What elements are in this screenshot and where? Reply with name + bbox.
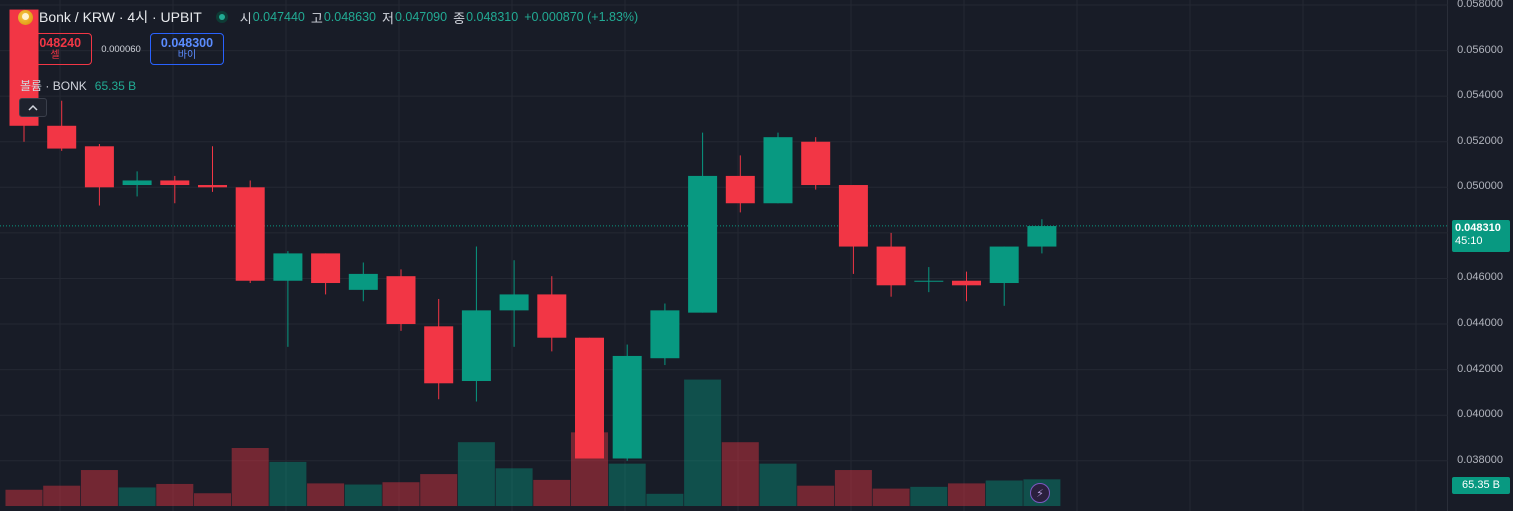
candle-body [725,175,755,204]
low-label: 저 [381,10,394,26]
chevron-up-icon [28,104,38,111]
candle-body [838,185,868,247]
sell-price: 0.048240 [28,36,82,50]
candle-body [989,246,1019,284]
candle-body [84,146,114,188]
price-tick-label: 0.052000 [1457,134,1503,147]
volume-bar [420,474,458,506]
symbol-title[interactable]: Bonk / KRW · 4시 · UPBIT [39,9,202,25]
price-tick-label: 0.056000 [1457,43,1503,56]
spread-value: 0.000060 [101,43,141,55]
candle-body [311,253,341,284]
candle-body [122,180,152,186]
collapse-legend-button[interactable] [19,98,47,117]
open-value: 0.047440 [252,10,305,24]
candle-body [876,246,906,286]
volume-bar [834,470,872,506]
volume-bar [985,480,1023,506]
volume-bar [646,493,684,506]
candle-body [499,294,529,311]
candle-body [348,273,378,290]
chart-area[interactable] [0,0,1448,511]
volume-bar [156,483,194,506]
price-tick-label: 0.050000 [1457,180,1503,193]
volume-axis-label: 65.35 B [1452,477,1510,494]
volume-bar [533,479,571,506]
candle-body [160,180,190,186]
price-tick-label: 0.038000 [1457,453,1503,466]
volume-bar [872,488,910,506]
buy-label: 바이 [177,50,197,61]
price-tick-label: 0.040000 [1457,408,1503,421]
volume-bar [684,379,722,506]
volume-bar [194,493,231,506]
volume-bar [118,487,156,506]
candle-body [763,137,793,204]
bonk-coin-icon [18,9,33,25]
price-tick-label: 0.044000 [1457,317,1503,330]
volume-indicator-value: 65.35 B [94,78,137,93]
volume-bar [382,482,420,506]
volume-bar [231,448,269,506]
volume-bar [948,483,985,506]
price-axis[interactable]: 0.058000 0.056000 0.054000 0.052000 0.050000… [1448,0,1513,511]
candle-body [47,125,77,149]
trade-panel: 0.048240 셀 0.000060 0.048300 바이 [18,33,224,65]
price-tick-label: 0.046000 [1457,271,1503,284]
current-price-label: 0.048310 45:10 [1452,220,1510,252]
buy-price: 0.048300 [160,36,214,50]
price-tick-label: 0.042000 [1457,362,1503,375]
volume-bar [721,442,759,506]
volume-bar [269,461,307,506]
volume-bar [759,463,797,506]
high-value: 0.048630 [323,10,376,24]
candle-body [952,280,981,286]
volume-bar [608,463,646,506]
volume-legend[interactable]: 볼륨 · BONK 65.35 B [20,77,136,94]
candle-body [198,185,227,188]
volume-bar [43,485,81,506]
symbol-legend: Bonk / KRW · 4시 · UPBIT 시 0.047440 고 0.048… [18,6,644,28]
high-label: 고 [310,10,323,26]
lightning-bolt-icon[interactable]: ⚡ [1030,483,1050,503]
change-value: +0.000870 (+1.83%) [524,10,639,24]
candle-body [235,187,265,281]
volume-bar [5,489,43,506]
candle-body [801,141,831,186]
buy-button[interactable]: 0.048300 바이 [150,33,224,65]
open-label: 시 [239,10,252,26]
sell-label: 셀 [50,50,60,61]
candle-body [386,276,416,325]
candlestick-chart[interactable] [0,0,1448,511]
candle-body [575,337,604,459]
candle-body [461,310,491,382]
volume-bar [344,484,382,506]
volume-bar [797,485,835,506]
bar-countdown: 45:10 [1455,235,1483,247]
close-label: 종 [453,10,466,26]
volume-bar [457,442,495,506]
volume-indicator-name: 볼륨 · BONK [20,79,87,93]
close-value: 0.048310 [466,10,519,24]
candle-body [914,280,944,282]
candle-body [1027,226,1057,247]
volume-bar [495,468,533,506]
candle-body [273,253,303,281]
volume-bar [80,470,118,506]
candle-body [537,294,567,338]
candle-body [612,355,642,459]
candle-body [688,175,718,313]
price-tick-label: 0.058000 [1457,0,1503,10]
candle-body [424,326,454,384]
price-tick-label: 0.054000 [1457,89,1503,102]
current-price: 0.048310 [1455,222,1501,234]
market-status-icon[interactable] [215,11,228,23]
volume-bar [307,483,345,506]
low-value: 0.047090 [394,10,448,24]
candle-body [650,310,680,359]
volume-bar [910,486,948,506]
sell-button[interactable]: 0.048240 셀 [18,33,92,65]
